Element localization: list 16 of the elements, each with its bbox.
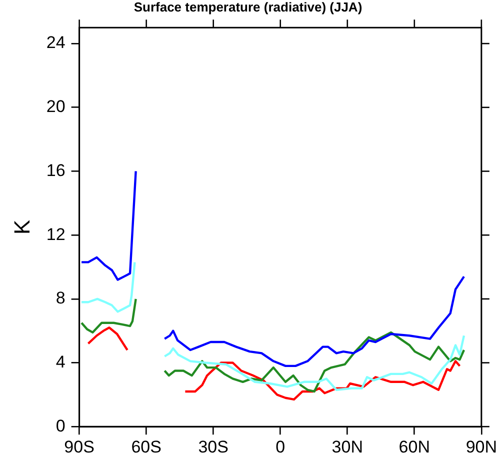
y-tick-label: 24 [46,33,66,52]
chart-title: Surface temperature (radiative) (JJA) [134,0,362,14]
x-tick-label: 90S [64,437,94,456]
x-tick-label: 30S [198,437,228,456]
y-tick-label: 0 [56,416,66,436]
x-tick-label: 60N [398,437,430,456]
x-tick-label: 90N [466,437,497,456]
y-tick-label: 4 [56,352,66,372]
y-tick-label: 12 [46,224,66,244]
x-tick-label: 60S [131,437,162,456]
y-tick-label: 16 [46,160,66,180]
y-tick-label: 20 [46,97,66,116]
y-axis-title: K [9,219,34,234]
x-tick-label: 0 [276,437,286,456]
x-tick-label: 30N [332,437,363,456]
y-tick-label: 8 [56,288,66,308]
